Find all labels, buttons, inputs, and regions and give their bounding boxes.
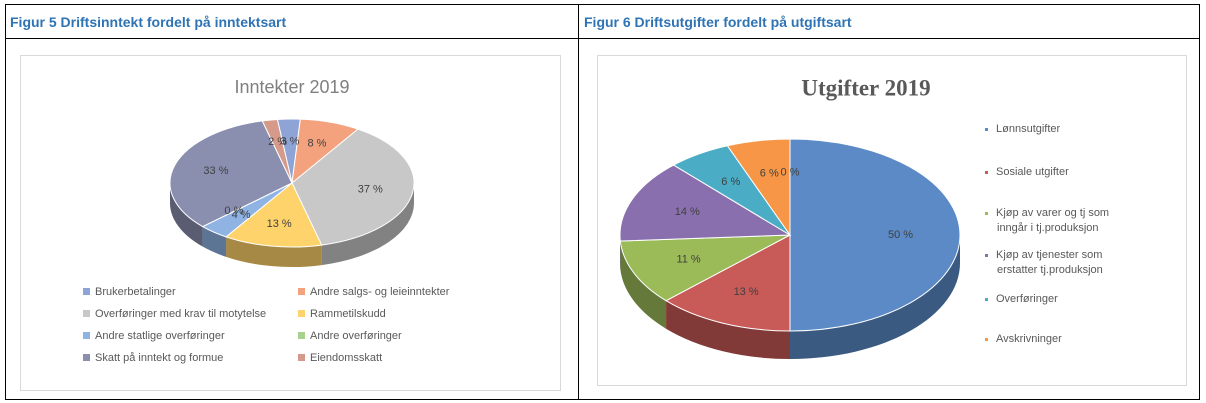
slice-side: [226, 236, 322, 267]
data-label: 33 %: [203, 165, 228, 177]
row-line: [5, 38, 1200, 39]
slice-shade: [202, 226, 227, 257]
legend-swatch: [985, 337, 988, 341]
slice: [619, 234, 791, 302]
slice-shade: [226, 236, 322, 267]
data-label: 37 %: [358, 184, 383, 196]
slice-shade: [620, 241, 667, 329]
legend-swatch: [985, 127, 988, 131]
slice-shade: [321, 183, 414, 266]
legend-item: Andre overføringer: [298, 329, 508, 344]
data-label: 6 %: [721, 176, 740, 188]
legend-item: Overføringer med krav til motytelse: [83, 307, 293, 322]
legend-item: Overføringer: [985, 292, 1132, 307]
legend-swatch: [985, 211, 988, 215]
data-label: 11 %: [676, 254, 700, 266]
chart-title: Inntekter 2019: [234, 77, 349, 97]
data-label: 14 %: [675, 206, 700, 218]
legend-label: Rammetilskudd: [310, 308, 386, 320]
legend-item: Andre statlige overføringer: [83, 329, 293, 344]
legend-label: Andre overføringer: [310, 330, 402, 342]
legend-item: Brukerbetalinger: [83, 285, 293, 300]
slice-shade: [170, 183, 203, 247]
caption: Figur 6 Driftsutgifter fordelt på utgift…: [584, 14, 852, 30]
data-label: 0 %: [224, 205, 243, 217]
data-label: 8 %: [307, 137, 326, 149]
legend-label: Kjøp av varer og tj som inngår i tj.prod…: [996, 207, 1110, 234]
legend-label: Lønnsutgifter: [996, 123, 1061, 135]
legend-label: Overføringer: [996, 293, 1058, 305]
slice: [619, 164, 792, 242]
data-label: 4 %: [232, 209, 251, 221]
legend-swatch: [985, 170, 988, 174]
chart-title: Utgifter 2019: [801, 75, 930, 100]
slice-side: [666, 300, 790, 359]
legend-swatch: [83, 310, 90, 317]
legend-swatch: [298, 332, 305, 339]
legend-swatch: [83, 354, 90, 361]
data-label: 2 %: [268, 136, 287, 148]
legend-label: Andre salgs- og leieinntekter: [310, 286, 450, 298]
slice-side: [321, 183, 414, 266]
legend-swatch: [298, 310, 305, 317]
legend-item: Kjøp av varer og tj som inngår i tj.prod…: [985, 206, 1132, 236]
slice: [225, 182, 323, 248]
legend-label: Overføringer med krav til motytelse: [95, 308, 267, 320]
legend-swatch: [298, 288, 305, 295]
slice-side: [620, 241, 667, 329]
slice: [291, 128, 415, 246]
legend-item: Rammetilskudd: [298, 307, 508, 322]
legend-swatch: [83, 288, 90, 295]
chart-box: [597, 55, 1187, 386]
legend-label: Eiendomsskatt: [310, 352, 383, 364]
slice-side: [170, 183, 203, 247]
slice: [665, 234, 791, 332]
legend-item: Lønnsutgifter: [985, 122, 1132, 137]
legend-swatch: [985, 253, 988, 257]
legend-label: Brukerbetalinger: [95, 286, 176, 298]
legend-item: Skatt på inntekt og formue: [83, 351, 293, 366]
legend-label: Andre statlige overføringer: [95, 330, 225, 342]
legend-item: Andre salgs- og leieinntekter: [298, 285, 508, 300]
legend-item: Kjøp av tjenester som erstatter tj.produ…: [985, 248, 1132, 278]
legend-swatch: [83, 332, 90, 339]
data-label: 13 %: [267, 218, 292, 230]
data-label: 6 %: [760, 168, 779, 180]
legend-item: Avskrivninger: [985, 332, 1132, 347]
legend-label: Sosiale utgifter: [996, 166, 1069, 178]
legend-swatch: [985, 297, 988, 301]
slice-shade: [666, 300, 790, 359]
data-label: 13 %: [734, 286, 759, 298]
legend-item: Eiendomsskatt: [298, 351, 508, 366]
legend-item: Sosiale utgifter: [985, 165, 1132, 180]
legend-swatch: [298, 354, 305, 361]
legend-label: Skatt på inntekt og formue: [95, 352, 224, 364]
data-label: 0 %: [781, 167, 800, 179]
data-label: 3 %: [280, 135, 299, 147]
slice: [169, 120, 293, 228]
legend-label: Kjøp av tjenester som erstatter tj.produ…: [996, 249, 1103, 276]
caption: Figur 5 Driftsinntekt fordelt på inntekt…: [10, 14, 287, 30]
data-label: 50 %: [888, 229, 913, 241]
slice: [789, 138, 961, 332]
slice: [261, 118, 293, 184]
legend-label: Avskrivninger: [996, 333, 1062, 345]
slice-side: [202, 226, 227, 257]
table-cell: [578, 4, 1200, 400]
chart-box: [20, 55, 561, 391]
